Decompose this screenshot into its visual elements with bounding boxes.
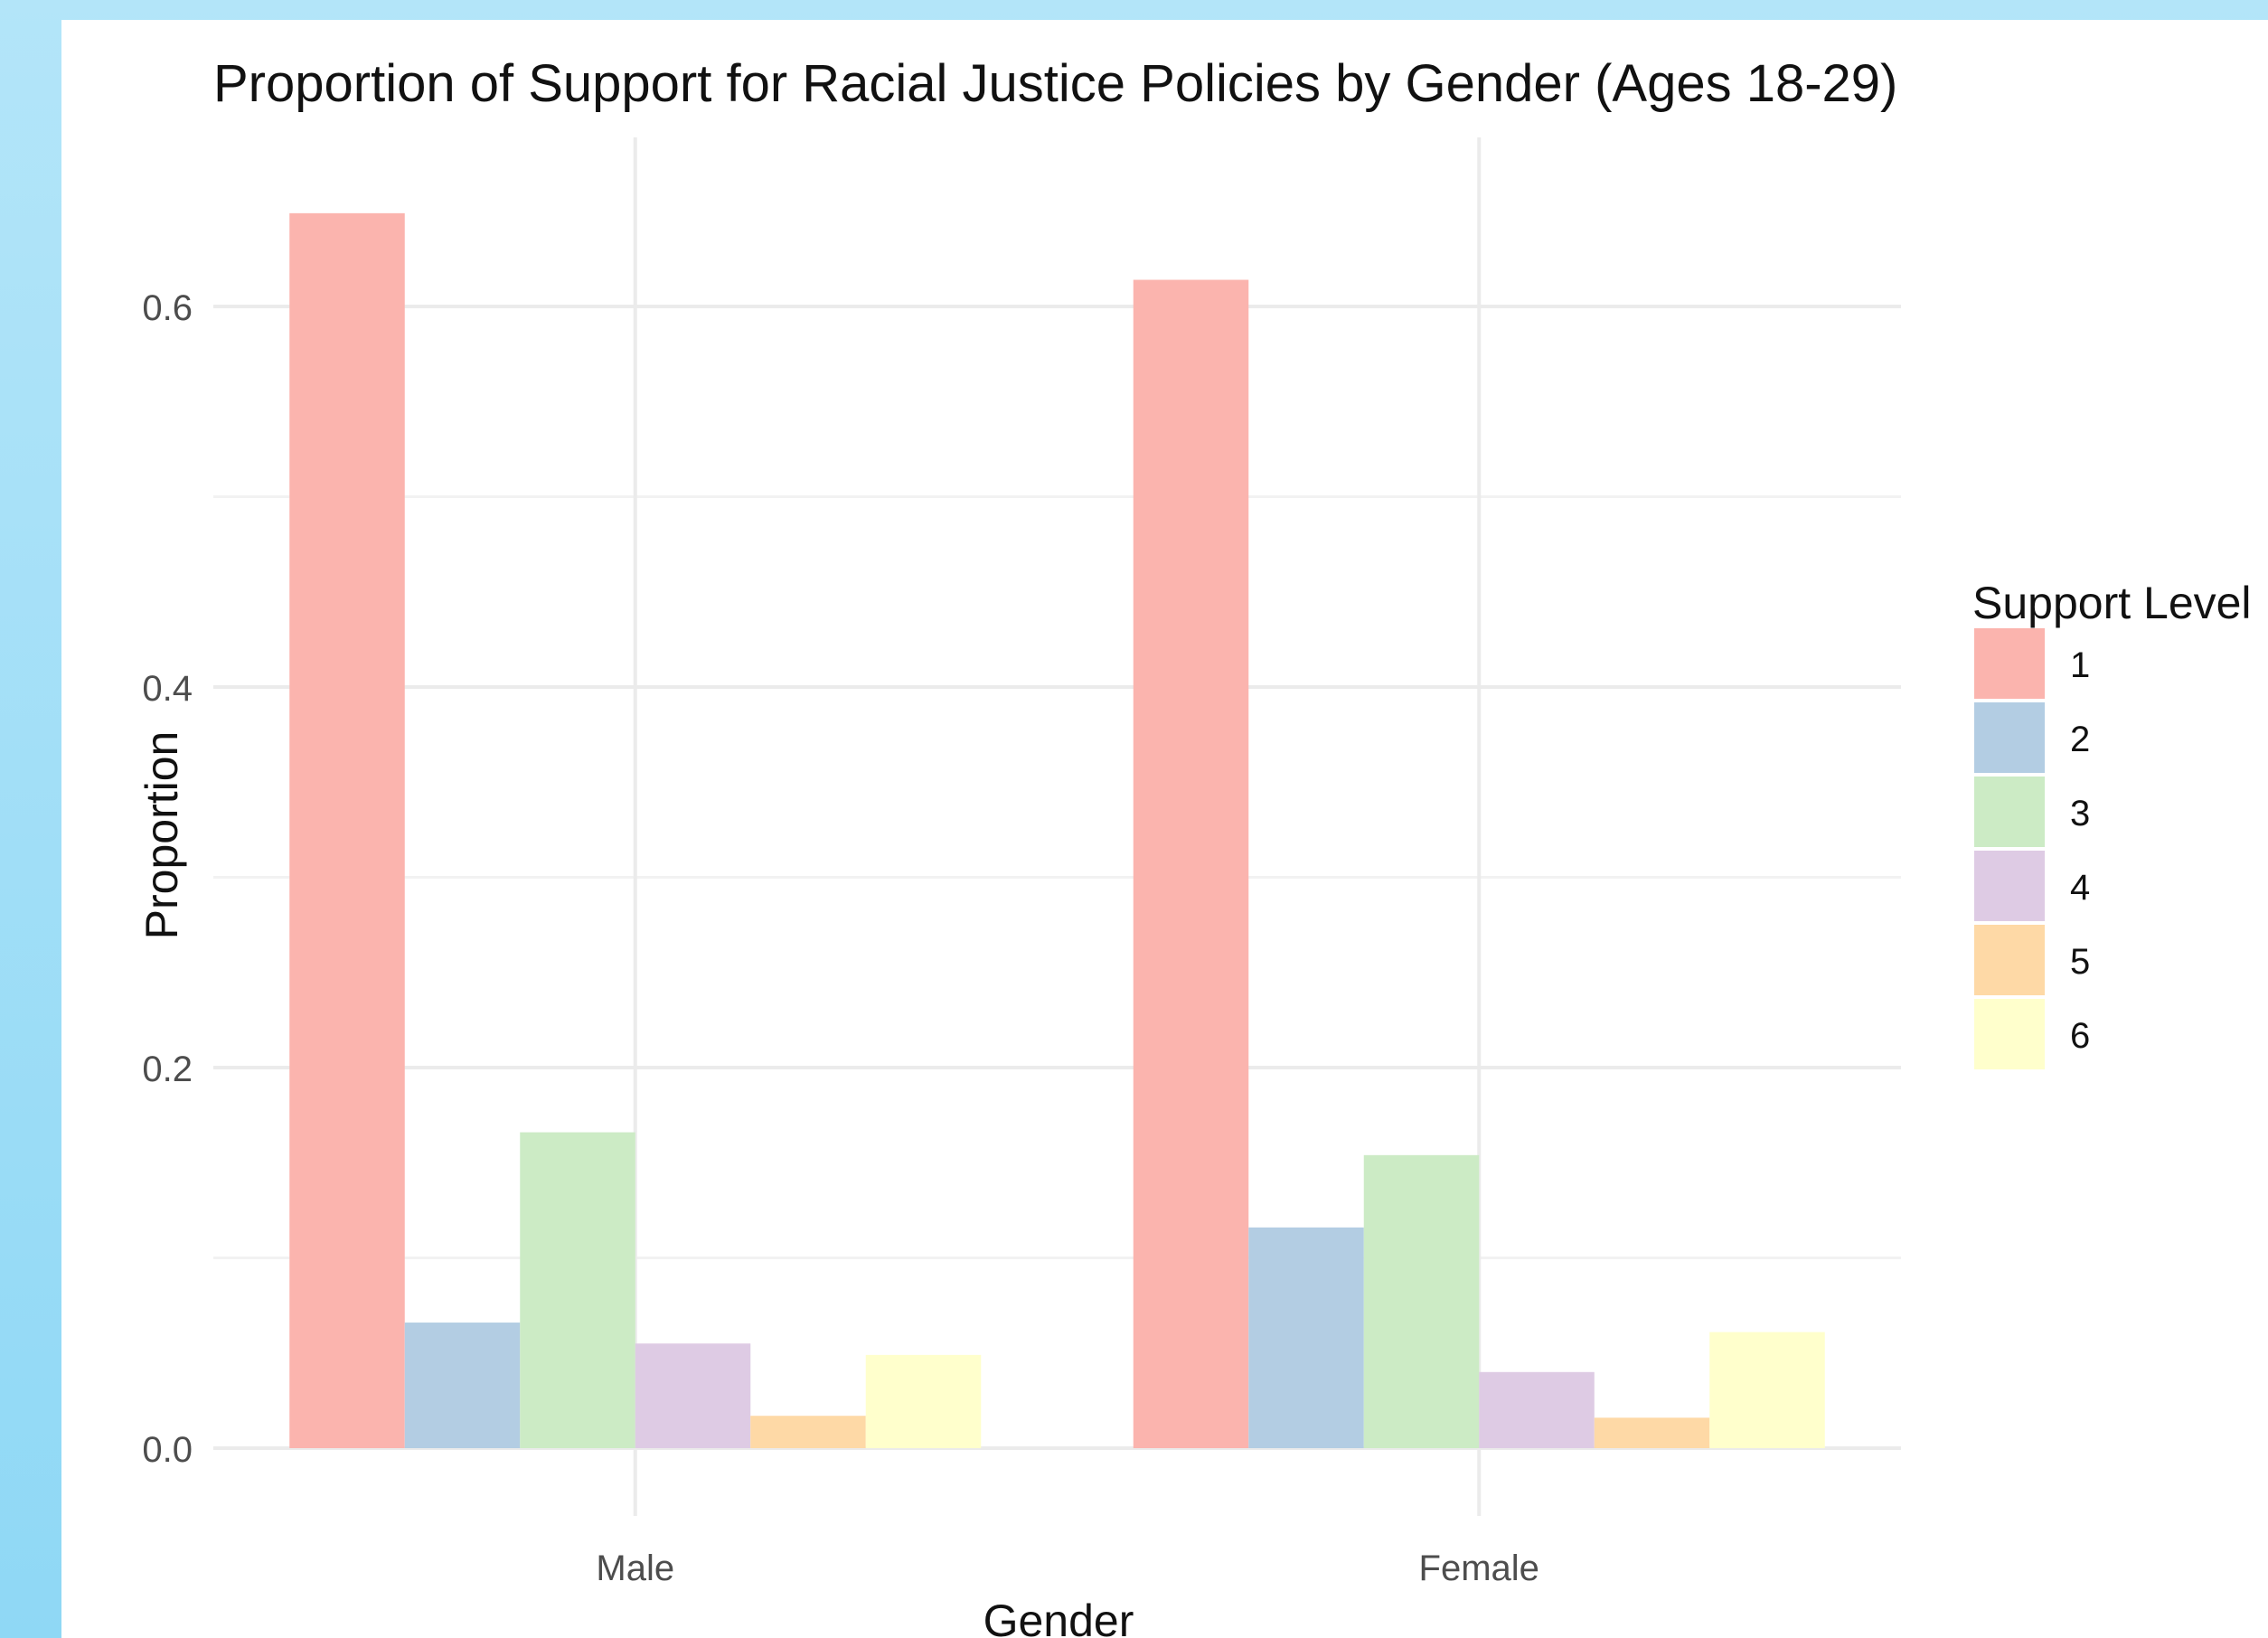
bar-female-level-4 xyxy=(1479,1371,1595,1448)
bar-male-level-4 xyxy=(635,1343,751,1448)
legend-key-3 xyxy=(1974,777,2045,847)
y-tick-label: 0.6 xyxy=(142,288,193,328)
bar-male-level-5 xyxy=(750,1416,866,1448)
y-tick-label: 0.0 xyxy=(142,1430,193,1470)
legend-key-2 xyxy=(1974,702,2045,773)
x-axis-title: Gender xyxy=(983,1596,1134,1638)
legend-label: 3 xyxy=(2070,794,2090,833)
bar-male-level-1 xyxy=(289,212,405,1449)
bars xyxy=(289,212,1825,1449)
x-axis-ticks: Male Female xyxy=(596,1549,1539,1588)
legend-key-4 xyxy=(1974,851,2045,921)
chart-panel: Proportion of Support for Racial Justice… xyxy=(61,20,2268,1638)
bar-female-level-1 xyxy=(1133,279,1249,1448)
bar-female-level-6 xyxy=(1709,1332,1825,1448)
legend-label: 5 xyxy=(2070,942,2090,982)
legend: Support Level 1 2 3 4 5 6 xyxy=(1972,578,2252,1069)
bar-female-level-3 xyxy=(1363,1154,1480,1448)
legend-items: 1 2 3 4 5 6 xyxy=(1974,628,2090,1069)
bar-chart: Proportion of Support for Racial Justice… xyxy=(136,54,2252,1638)
chart-title: Proportion of Support for Racial Justice… xyxy=(213,54,1897,113)
legend-label: 6 xyxy=(2070,1016,2090,1056)
bar-female-level-5 xyxy=(1594,1417,1710,1448)
legend-label: 4 xyxy=(2070,868,2090,908)
bar-male-level-2 xyxy=(404,1323,521,1448)
y-tick-label: 0.2 xyxy=(142,1050,193,1089)
legend-title: Support Level xyxy=(1972,578,2252,628)
x-tick-label: Female xyxy=(1419,1549,1539,1588)
legend-key-1 xyxy=(1974,628,2045,699)
bar-female-level-2 xyxy=(1248,1227,1364,1448)
y-tick-label: 0.4 xyxy=(142,669,193,709)
bar-male-level-6 xyxy=(865,1354,982,1448)
grid-lines xyxy=(213,137,1901,1516)
y-axis-ticks: 0.0 0.2 0.4 0.6 xyxy=(142,288,193,1470)
legend-key-5 xyxy=(1974,925,2045,995)
legend-key-6 xyxy=(1974,999,2045,1069)
legend-label: 1 xyxy=(2070,645,2090,685)
legend-label: 2 xyxy=(2070,720,2090,759)
x-tick-label: Male xyxy=(596,1549,674,1588)
y-axis-title: Proportion xyxy=(136,731,187,940)
bar-male-level-3 xyxy=(520,1132,635,1448)
